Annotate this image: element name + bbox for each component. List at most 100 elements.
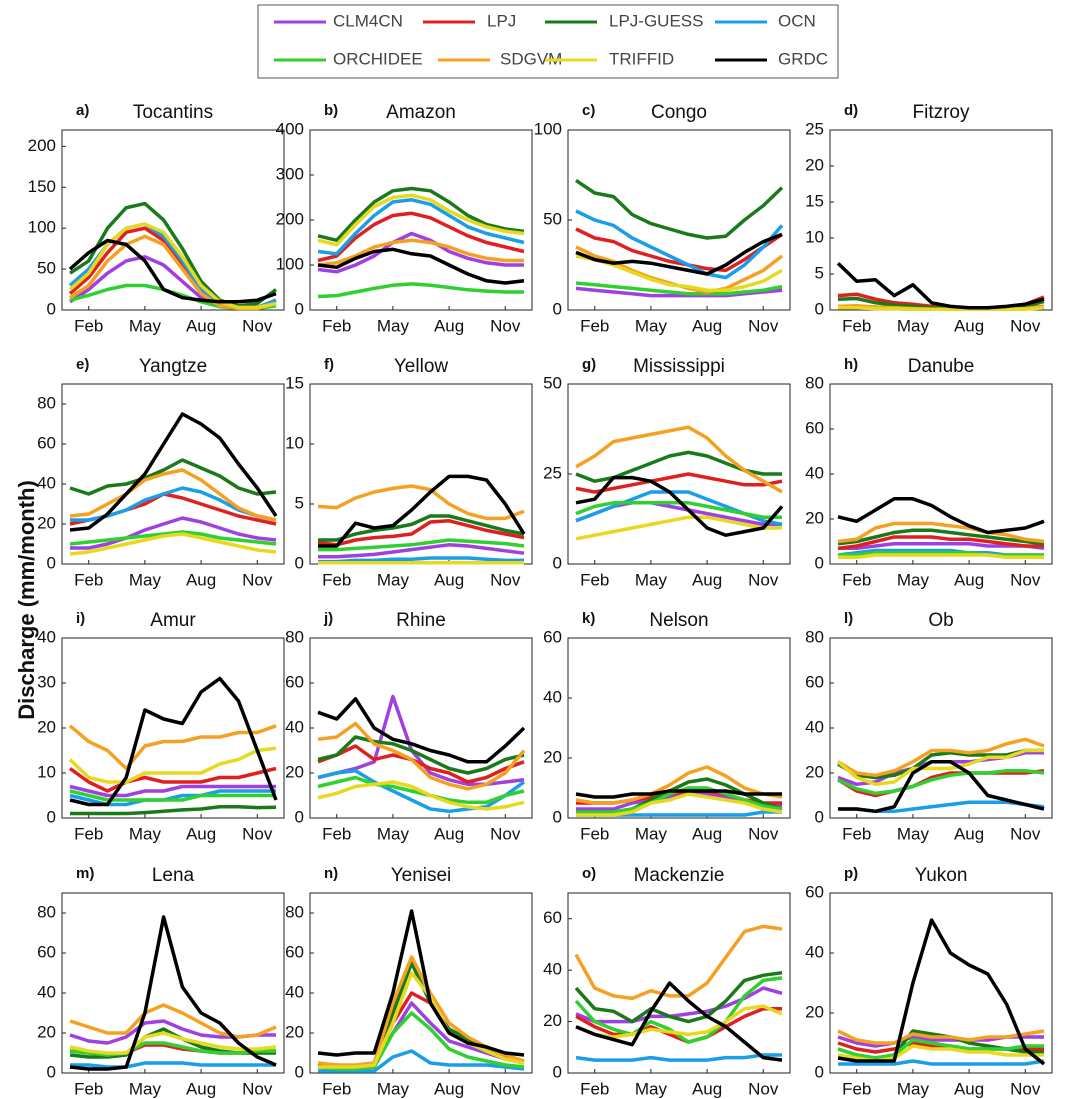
series-line [317, 484, 525, 521]
x-tick-label: Nov [748, 570, 779, 589]
x-tick-label: Aug [186, 1079, 216, 1098]
x-tick-label: May [129, 824, 162, 843]
x-tick-label: May [635, 316, 668, 335]
legend-label: TRIFFID [609, 49, 674, 68]
x-tick-label: Aug [692, 570, 722, 589]
x-tick-label: May [897, 1079, 930, 1098]
series-line [68, 238, 277, 304]
x-tick-label: Aug [954, 316, 984, 335]
x-tick-label: Aug [434, 316, 464, 335]
panel-title: Ob [928, 610, 953, 631]
x-tick-label: Feb [580, 824, 609, 843]
series-line [576, 792, 783, 817]
y-tick-label: 20 [543, 1011, 562, 1030]
y-tick-label: 100 [534, 119, 562, 138]
x-tick-label: Nov [490, 316, 521, 335]
series-line [575, 515, 782, 541]
series-line [317, 735, 525, 775]
x-tick-label: Nov [490, 1079, 521, 1098]
y-tick-label: 400 [276, 119, 304, 138]
x-tick-label: Aug [954, 570, 984, 589]
series-line [317, 909, 525, 1057]
series-line [318, 543, 525, 559]
series-line [837, 521, 1045, 544]
x-tick-label: Aug [954, 824, 984, 843]
y-tick-label: 80 [805, 373, 824, 392]
plot-frame [309, 892, 533, 1074]
y-tick-label: 20 [805, 508, 824, 527]
series-line [317, 697, 526, 764]
y-axis-label: Discharge (mm/month) [14, 480, 39, 720]
series-line [575, 986, 783, 1024]
y-tick-label: 20 [37, 717, 56, 736]
y-tick-label: 100 [276, 254, 304, 273]
x-tick-label: Feb [842, 570, 871, 589]
legend-label: LPJ [487, 11, 516, 30]
x-tick-label: May [897, 570, 930, 589]
series-line [575, 286, 783, 298]
panel-title: Lena [152, 865, 195, 886]
panel-label: k) [582, 610, 595, 627]
plot-frame [61, 383, 285, 565]
series-line [69, 532, 277, 556]
panel-title: Mississippi [633, 356, 725, 377]
series-line [575, 425, 783, 494]
panel-label: p) [844, 865, 858, 882]
y-tick-label: 0 [815, 299, 824, 318]
series-line [837, 535, 1044, 551]
x-tick-label: May [377, 824, 410, 843]
panel-title: Congo [651, 102, 707, 123]
y-tick-label: 50 [37, 259, 56, 278]
y-tick-label: 0 [815, 807, 824, 826]
series-line [574, 970, 783, 1024]
legend-label: LPJ-GUESS [609, 11, 703, 30]
y-tick-label: 0 [47, 1062, 56, 1081]
panel-label: o) [582, 865, 596, 882]
y-tick-label: 40 [37, 982, 56, 1001]
x-tick-label: Feb [74, 316, 103, 335]
x-tick-label: May [897, 824, 930, 843]
y-tick-label: 25 [543, 463, 562, 482]
y-tick-label: 30 [37, 672, 56, 691]
series-line [837, 1038, 1044, 1060]
series-line [575, 765, 783, 805]
x-tick-label: Aug [186, 824, 216, 843]
series-line [317, 193, 525, 247]
y-tick-label: 80 [37, 902, 56, 921]
series-line [318, 474, 526, 548]
series-line [838, 553, 1044, 560]
x-tick-label: Feb [580, 316, 609, 335]
y-tick-label: 60 [285, 942, 304, 961]
x-tick-label: Feb [74, 824, 103, 843]
series-line [575, 281, 783, 296]
y-tick-label: 0 [295, 807, 304, 826]
panel-title: Nelson [649, 610, 708, 631]
x-tick-label: May [377, 316, 410, 335]
plot-frame [61, 129, 285, 311]
panel-title: Mackenzie [634, 865, 725, 886]
x-tick-label: Nov [242, 824, 273, 843]
series-line [575, 1004, 783, 1039]
y-tick-label: 15 [285, 373, 304, 392]
panel-label: j) [323, 610, 333, 627]
x-tick-label: Nov [1010, 824, 1041, 843]
series-line [318, 556, 524, 564]
series-line [575, 981, 783, 1062]
y-tick-label: 0 [553, 299, 562, 318]
series-line [69, 458, 277, 496]
series-line [318, 514, 525, 542]
series-line [837, 528, 1045, 546]
plot-frame [829, 892, 1053, 1074]
plot-frame [61, 892, 285, 1074]
legend-label: GRDC [778, 49, 828, 68]
series-line [317, 1011, 525, 1071]
y-tick-label: 0 [295, 1062, 304, 1081]
x-tick-label: Feb [842, 824, 871, 843]
series-line [318, 538, 525, 552]
legend-box [257, 4, 839, 79]
x-tick-label: Aug [434, 1079, 464, 1098]
x-tick-label: May [377, 1079, 410, 1098]
y-tick-label: 20 [805, 762, 824, 781]
y-tick-label: 80 [805, 627, 824, 646]
